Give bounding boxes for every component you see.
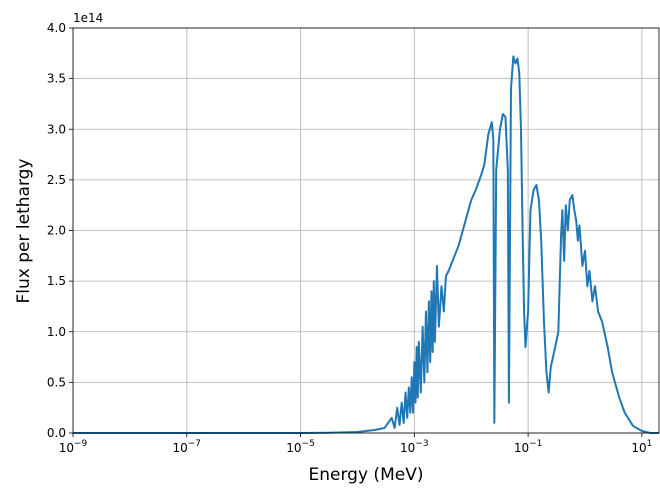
y-tick-label: 3.0 [47,122,66,136]
x-tick-label: 101 [631,439,652,455]
y-tick-label: 2.0 [47,224,66,238]
x-tick-label: 10−3 [400,439,429,455]
y-tick-label: 1.0 [47,325,66,339]
x-tick-label: 10−9 [59,439,88,455]
y-offset-label: 1e14 [73,11,103,25]
y-axis-label: Flux per lethargy [14,159,34,304]
y-tick-label: 0.5 [47,375,66,389]
series-layer [73,55,659,434]
x-tick-label: 10−1 [514,439,543,455]
y-tick-label: 4.0 [47,21,66,35]
y-axis-ticks: 0.0 0.5 1.0 1.5 2.0 2.5 3.0 3.5 4.0 [47,21,73,440]
x-tick-label: 10−5 [286,439,315,455]
flux-series-line [73,55,659,434]
x-tick-label: 10−7 [172,439,201,455]
x-axis-label: Energy (MeV) [309,465,424,485]
x-axis-ticks: 10−9 10−7 10−5 10−3 10−1 101 [59,433,652,455]
grid-lines [72,27,659,434]
y-tick-label: 0.0 [47,426,66,440]
y-tick-label: 3.5 [47,72,66,86]
y-tick-label: 2.5 [47,173,66,187]
y-tick-label: 1.5 [47,274,66,288]
